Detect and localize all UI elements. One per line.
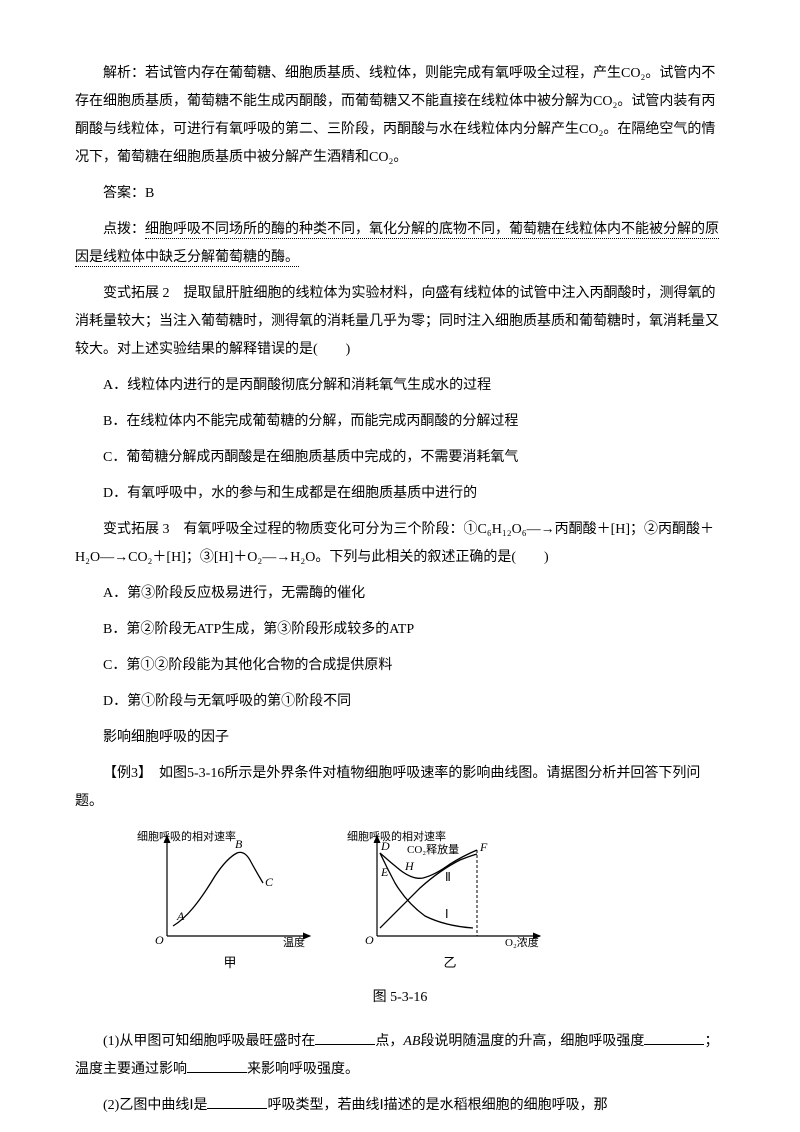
q1-prefix: (1)从甲图可知细胞呼吸最旺盛时在: [103, 1034, 315, 1049]
chart2-y-label: 细胞呼吸的相对速率: [347, 829, 446, 843]
chart1-C: C: [265, 875, 274, 889]
figure-label: 图 5-3-16: [75, 984, 725, 1012]
section-title-text: 影响细胞呼吸的因子: [103, 730, 229, 745]
q1-mid1: 点，: [375, 1034, 403, 1049]
q1-AB: AB: [403, 1034, 420, 1049]
example3-stem: 【例3】 如图5-3-16所示是外界条件对植物细胞呼吸速率的影响曲线图。请据图分…: [75, 760, 725, 816]
q1-blank1: [315, 1031, 375, 1045]
chart1-sublabel: 甲: [223, 950, 236, 976]
q2-prefix: (2)乙图中曲线Ⅰ是: [103, 1098, 207, 1113]
q1-blank2: [644, 1031, 704, 1045]
section-title: 影响细胞呼吸的因子: [75, 724, 725, 752]
variant2-stem-text: 变式拓展 2 提取鼠肝脏细胞的线粒体为实验材料，向盛有线粒体的试管中注入丙酮酸时…: [75, 286, 719, 357]
analysis-para: 解析：若试管内存在葡萄糖、细胞质基质、线粒体，则能完成有氧呼吸全过程，产生CO₂…: [75, 60, 725, 172]
question2: (2)乙图中曲线Ⅰ是 呼吸类型，若曲线Ⅰ描述的是水稻根细胞的细胞呼吸，那: [75, 1092, 725, 1120]
variant2-optB: B．在线粒体内不能完成葡萄糖的分解，而能完成丙酮酸的分解过程: [75, 408, 725, 436]
variant2-optD: D．有氧呼吸中，水的参与和生成都是在细胞质基质中进行的: [75, 480, 725, 508]
chart1-x-label: 温度: [283, 935, 305, 948]
q2-end: 呼吸类型，若曲线Ⅰ描述的是水稻根细胞的细胞呼吸，那: [267, 1098, 607, 1113]
variant3-stem: 变式拓展 3 有氧呼吸全过程的物质变化可分为三个阶段：①C₆H₁₂O₆—→丙酮酸…: [75, 516, 725, 572]
tip-para: 点拨：细胞呼吸不同场所的酶的种类不同，氧化分解的底物不同，葡萄糖在线粒体内不能被…: [75, 216, 725, 272]
chart1-y-label: 细胞呼吸的相对速率: [137, 829, 236, 843]
variant2-optC: C．葡萄糖分解成丙酮酸是在细胞质基质中完成的，不需要消耗氧气: [75, 444, 725, 472]
chart2-legend: CO₂释放量: [407, 842, 459, 856]
q1-blank3: [187, 1059, 247, 1073]
variant3-optC: C．第①②阶段能为其他化合物的合成提供原料: [75, 652, 725, 680]
analysis-text: 解析：若试管内存在葡萄糖、细胞质基质、线粒体，则能完成有氧呼吸全过程，产生CO₂…: [75, 66, 715, 165]
chart2-origin: O: [365, 933, 374, 947]
variant3-optD: D．第①阶段与无氧呼吸的第①阶段不同: [75, 688, 725, 716]
chart2-D: D: [380, 839, 390, 853]
variant3-stem-text: 变式拓展 3 有氧呼吸全过程的物质变化可分为三个阶段：①C₆H₁₂O₆—→丙酮酸…: [75, 522, 714, 565]
chart2-F: F: [479, 840, 488, 854]
variant2-optA: A．线粒体内进行的是丙酮酸彻底分解和消耗氧气生成水的过程: [75, 372, 725, 400]
variant3-optB: B．第②阶段无ATP生成，第③阶段形成较多的ATP: [75, 616, 725, 644]
chart1-origin: O: [155, 933, 164, 947]
tip-prefix: 点拨：: [103, 222, 145, 237]
chart2-sublabel: 乙: [443, 950, 456, 976]
q2-blank1: [207, 1095, 267, 1109]
variant3-optA: A．第③阶段反应极易进行，无需酶的催化: [75, 580, 725, 608]
chart2-svg: 细胞呼吸的相对速率 O₂浓度 O D E H F Ⅰ Ⅱ CO₂释放量: [345, 828, 555, 948]
tip-text: 细胞呼吸不同场所的酶的种类不同，氧化分解的底物不同，葡萄糖在线粒体内不能被分解的…: [75, 222, 719, 267]
q1-end: 来影响呼吸强度。: [247, 1062, 359, 1077]
chart1-B: B: [235, 837, 243, 851]
chart2-curveI: Ⅰ: [445, 907, 449, 921]
charts-container: 细胞呼吸的相对速率 温度 O A B C 甲: [135, 828, 725, 976]
example3-stem-text: 【例3】 如图5-3-16所示是外界条件对植物细胞呼吸速率的影响曲线图。请据图分…: [75, 766, 700, 809]
question1: (1)从甲图可知细胞呼吸最旺盛时在点，AB段说明随温度的升高，细胞呼吸强度；温度…: [75, 1028, 725, 1084]
variant2-stem: 变式拓展 2 提取鼠肝脏细胞的线粒体为实验材料，向盛有线粒体的试管中注入丙酮酸时…: [75, 280, 725, 364]
q1-mid2: 段说明随温度的升高，细胞呼吸强度: [420, 1034, 644, 1049]
chart1-wrapper: 细胞呼吸的相对速率 温度 O A B C 甲: [135, 828, 325, 976]
answer-label: 答案：B: [103, 186, 154, 201]
answer-para: 答案：B: [75, 180, 725, 208]
chart2-E: E: [380, 865, 389, 879]
chart1-svg: 细胞呼吸的相对速率 温度 O A B C: [135, 828, 325, 948]
chart2-wrapper: 细胞呼吸的相对速率 O₂浓度 O D E H F Ⅰ Ⅱ CO₂释放量 乙: [345, 828, 555, 976]
chart1-A: A: [176, 909, 185, 923]
chart2-H: H: [404, 859, 415, 873]
chart2-curveII: Ⅱ: [445, 870, 451, 884]
chart2-x-label: O₂浓度: [505, 935, 539, 948]
